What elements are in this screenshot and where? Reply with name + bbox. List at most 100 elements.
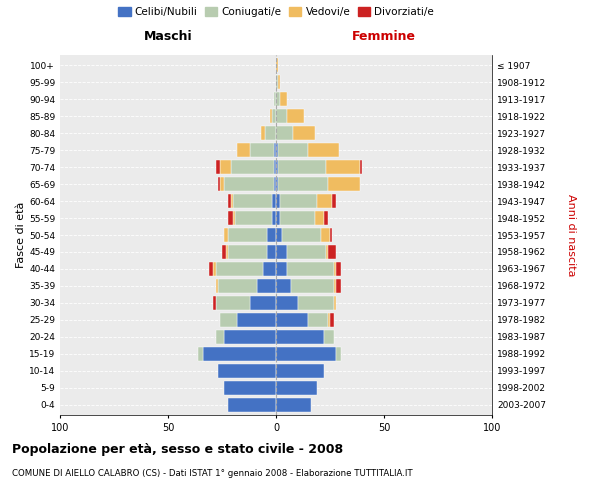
Bar: [237, 313, 276, 327]
Bar: [198, 347, 203, 361]
Bar: [326, 245, 328, 259]
Legend: Celibi/Nubili, Coniugati/e, Vedovi/e, Divorziati/e: Celibi/Nubili, Coniugati/e, Vedovi/e, Di…: [114, 2, 438, 21]
Bar: [334, 296, 337, 310]
Bar: [237, 143, 250, 157]
Bar: [257, 279, 276, 293]
Y-axis label: Anni di nascita: Anni di nascita: [566, 194, 575, 276]
Bar: [280, 92, 287, 106]
Bar: [261, 126, 265, 140]
Bar: [229, 245, 268, 259]
Bar: [276, 109, 287, 123]
Bar: [332, 194, 337, 208]
Bar: [323, 211, 328, 225]
Bar: [230, 194, 233, 208]
Bar: [276, 296, 298, 310]
Bar: [276, 75, 278, 89]
Bar: [226, 245, 229, 259]
Bar: [222, 245, 226, 259]
Bar: [276, 160, 278, 174]
Bar: [220, 160, 230, 174]
Bar: [218, 364, 276, 378]
Bar: [220, 313, 237, 327]
Bar: [276, 364, 323, 378]
Bar: [330, 228, 332, 242]
Bar: [337, 262, 341, 276]
Bar: [280, 211, 315, 225]
Bar: [215, 160, 220, 174]
Bar: [315, 211, 323, 225]
Bar: [274, 177, 276, 191]
Bar: [278, 177, 328, 191]
Bar: [276, 313, 308, 327]
Bar: [250, 296, 276, 310]
Bar: [218, 177, 220, 191]
Text: COMUNE DI AIELLO CALABRO (CS) - Dati ISTAT 1° gennaio 2008 - Elaborazione TUTTIT: COMUNE DI AIELLO CALABRO (CS) - Dati IST…: [12, 468, 413, 477]
Bar: [287, 109, 304, 123]
Bar: [224, 177, 274, 191]
Bar: [215, 330, 224, 344]
Bar: [235, 211, 272, 225]
Bar: [224, 228, 229, 242]
Text: Popolazione per età, sesso e stato civile - 2008: Popolazione per età, sesso e stato civil…: [12, 442, 343, 456]
Bar: [360, 160, 362, 174]
Bar: [276, 143, 278, 157]
Bar: [323, 330, 334, 344]
Bar: [209, 262, 214, 276]
Y-axis label: Fasce di età: Fasce di età: [16, 202, 26, 268]
Bar: [274, 143, 276, 157]
Bar: [220, 177, 224, 191]
Bar: [269, 109, 272, 123]
Bar: [203, 347, 276, 361]
Bar: [326, 160, 360, 174]
Bar: [328, 245, 337, 259]
Bar: [276, 58, 278, 72]
Bar: [276, 245, 287, 259]
Bar: [328, 177, 360, 191]
Bar: [229, 211, 233, 225]
Bar: [276, 177, 278, 191]
Bar: [274, 92, 276, 106]
Bar: [272, 194, 276, 208]
Bar: [278, 143, 308, 157]
Bar: [276, 262, 287, 276]
Bar: [229, 228, 268, 242]
Bar: [334, 262, 337, 276]
Text: Femmine: Femmine: [352, 30, 416, 43]
Bar: [287, 245, 326, 259]
Bar: [276, 279, 291, 293]
Bar: [215, 262, 263, 276]
Bar: [308, 313, 328, 327]
Bar: [328, 313, 330, 327]
Bar: [272, 109, 276, 123]
Bar: [276, 92, 280, 106]
Bar: [230, 160, 274, 174]
Bar: [276, 194, 280, 208]
Text: Maschi: Maschi: [143, 30, 193, 43]
Bar: [214, 262, 215, 276]
Bar: [298, 296, 334, 310]
Bar: [337, 347, 341, 361]
Bar: [276, 228, 283, 242]
Bar: [263, 262, 276, 276]
Bar: [278, 75, 280, 89]
Bar: [233, 194, 272, 208]
Bar: [276, 126, 293, 140]
Bar: [293, 126, 315, 140]
Bar: [272, 211, 276, 225]
Bar: [317, 194, 332, 208]
Bar: [280, 194, 317, 208]
Bar: [287, 262, 334, 276]
Bar: [214, 296, 215, 310]
Bar: [274, 160, 276, 174]
Bar: [334, 279, 337, 293]
Bar: [250, 143, 274, 157]
Bar: [276, 347, 337, 361]
Bar: [265, 126, 276, 140]
Bar: [276, 398, 311, 412]
Bar: [322, 228, 330, 242]
Bar: [278, 160, 326, 174]
Bar: [308, 143, 338, 157]
Bar: [224, 381, 276, 395]
Bar: [224, 330, 276, 344]
Bar: [215, 296, 250, 310]
